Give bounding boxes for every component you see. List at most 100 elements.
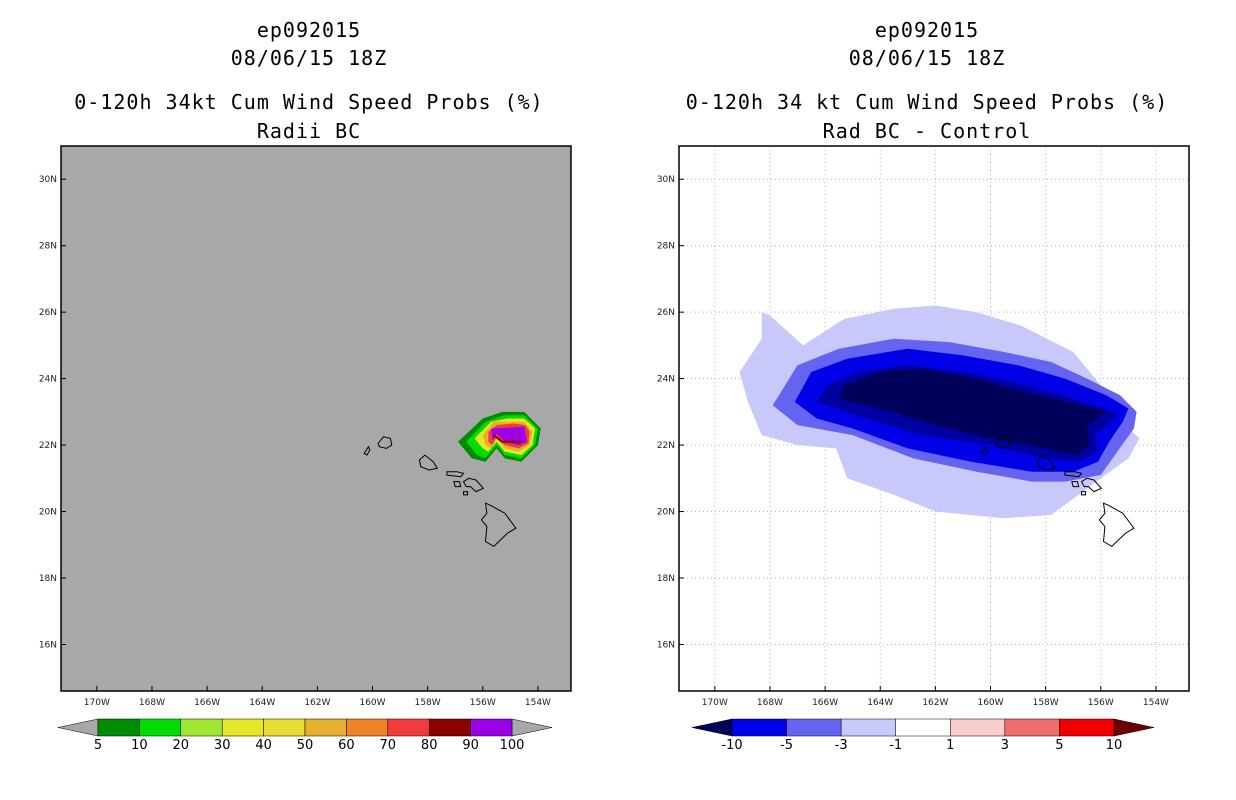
x-tick-label: 154W [525, 698, 551, 708]
colorbar-swatch [1004, 718, 1060, 737]
x-tick-label: 168W [757, 698, 783, 708]
colorbar-swatch [346, 718, 389, 737]
colorbar-swatch [1059, 718, 1115, 737]
y-tick-label: 16N [39, 640, 57, 650]
colorbar-label: 10 [1106, 738, 1123, 753]
difference-contour-4 [838, 368, 1107, 456]
island-maui [462, 477, 485, 493]
colorbar-label: 5 [1055, 738, 1063, 753]
colorbar-label: 10 [131, 738, 148, 753]
island-molokai [1064, 471, 1083, 478]
colorbar-label: -10 [721, 738, 742, 753]
right-datetime: 08/06/15 18Z [848, 46, 1006, 70]
y-tick-label: 24N [657, 375, 675, 385]
colorbar-swatch [97, 718, 140, 737]
colorbar-label: 5 [94, 738, 102, 753]
colorbar-label: -5 [780, 738, 793, 753]
colorbar-label: 30 [214, 738, 231, 753]
y-tick-label: 26N [39, 308, 57, 318]
island-oahu [418, 454, 439, 471]
left-chart-subtitle: Radii BC [256, 119, 362, 143]
left-chart-title: 0-120h 34kt Cum Wind Speed Probs (%) [74, 90, 544, 114]
island-niihau [363, 445, 371, 456]
island-molokai [446, 471, 465, 478]
colorbar-label: 100 [500, 738, 525, 753]
colorbar-label: 80 [421, 738, 438, 753]
y-tick-label: 30N [657, 175, 675, 185]
x-tick-label: 164W [249, 698, 275, 708]
y-tick-label: 26N [657, 308, 675, 318]
colorbar-swatch [786, 718, 842, 737]
x-tick-label: 154W [1143, 698, 1169, 708]
island-lanai [1071, 481, 1080, 488]
colorbar-swatch [428, 718, 471, 737]
x-tick-label: 166W [812, 698, 838, 708]
colorbar-swatch [950, 718, 1006, 737]
plot-frame [678, 145, 1190, 692]
x-tick-label: 158W [415, 698, 441, 708]
left-datetime: 08/06/15 18Z [230, 46, 388, 70]
y-tick-label: 22N [39, 441, 57, 451]
colorbar-label: 3 [1001, 738, 1009, 753]
colorbar-arrow-low [57, 718, 99, 737]
colorbar-label: 90 [462, 738, 479, 753]
island-niihau [981, 445, 989, 456]
colorbar-swatch [840, 718, 896, 737]
y-tick-label: 16N [657, 640, 675, 650]
right-chart-subtitle: Rad BC - Control [822, 119, 1032, 143]
x-tick-label: 162W [922, 698, 948, 708]
left-panel: ep092015 08/06/15 18Z 0-120h 34kt Cum Wi… [39, 18, 572, 753]
colorbar-label: 50 [297, 738, 314, 753]
left-map-plot: 170W 168W 166W 164W 162W 160W 158W 156W 154W 16N 1… [39, 145, 572, 753]
colorbar-swatch [731, 718, 787, 737]
colorbar-label: -3 [835, 738, 848, 753]
y-tick-label: 22N [657, 441, 675, 451]
island-kauai [995, 436, 1011, 449]
island-hawaii [1098, 502, 1135, 548]
y-tick-label: 18N [39, 574, 57, 584]
y-tick-label: 18N [657, 574, 675, 584]
colorbar-label: 40 [255, 738, 272, 753]
x-tick-label: 168W [139, 698, 165, 708]
right-storm-id: ep092015 [874, 18, 980, 42]
y-tick-label: 24N [39, 375, 57, 385]
left-storm-id: ep092015 [256, 18, 362, 42]
x-tick-label: 156W [1088, 698, 1114, 708]
x-tick-label: 170W [702, 698, 728, 708]
right-panel: ep092015 08/06/15 18Z 0-120h 34 kt Cum W… [618, 0, 1236, 800]
x-tick-label: 158W [1033, 698, 1059, 708]
y-tick-label: 28N [657, 242, 675, 252]
colorbar-label: -1 [889, 738, 902, 753]
colorbar-label: 70 [380, 738, 397, 753]
x-tick-label: 156W [470, 698, 496, 708]
x-tick-label: 170W [84, 698, 110, 708]
colorbar-swatch [387, 718, 430, 737]
colorbar-swatch [221, 718, 264, 737]
right-map-plot: 170W 168W 166W 164W 162W 160W 158W 156W 154W 16N 1… [657, 145, 1190, 753]
probability-contour-5 [491, 426, 527, 446]
colorbar-label: 1 [946, 738, 954, 753]
x-tick-label: 160W [977, 698, 1003, 708]
colorbar-swatch [470, 718, 513, 737]
island-hawaii [480, 502, 517, 548]
x-tick-label: 166W [194, 698, 220, 708]
colorbar-label: 20 [173, 738, 190, 753]
x-tick-label: 164W [867, 698, 893, 708]
colorbar-swatch [263, 718, 306, 737]
island-lanai [453, 481, 462, 488]
colorbar-arrow-high [511, 718, 553, 737]
x-tick-label: 160W [359, 698, 385, 708]
right-chart-title: 0-120h 34 kt Cum Wind Speed Probs (%) [685, 90, 1169, 114]
island-kahoolawe [1081, 491, 1087, 496]
colorbar-swatch [895, 718, 951, 737]
y-tick-label: 30N [39, 175, 57, 185]
island-kauai [377, 436, 393, 449]
colorbar-label: 60 [338, 738, 355, 753]
colorbar-swatch [139, 718, 182, 737]
colorbar-arrow-low [691, 718, 733, 737]
y-tick-label: 20N [657, 508, 675, 518]
y-tick-label: 28N [39, 242, 57, 252]
plot-frame [60, 145, 572, 692]
colorbar-swatch [304, 718, 347, 737]
island-maui [1080, 477, 1103, 493]
